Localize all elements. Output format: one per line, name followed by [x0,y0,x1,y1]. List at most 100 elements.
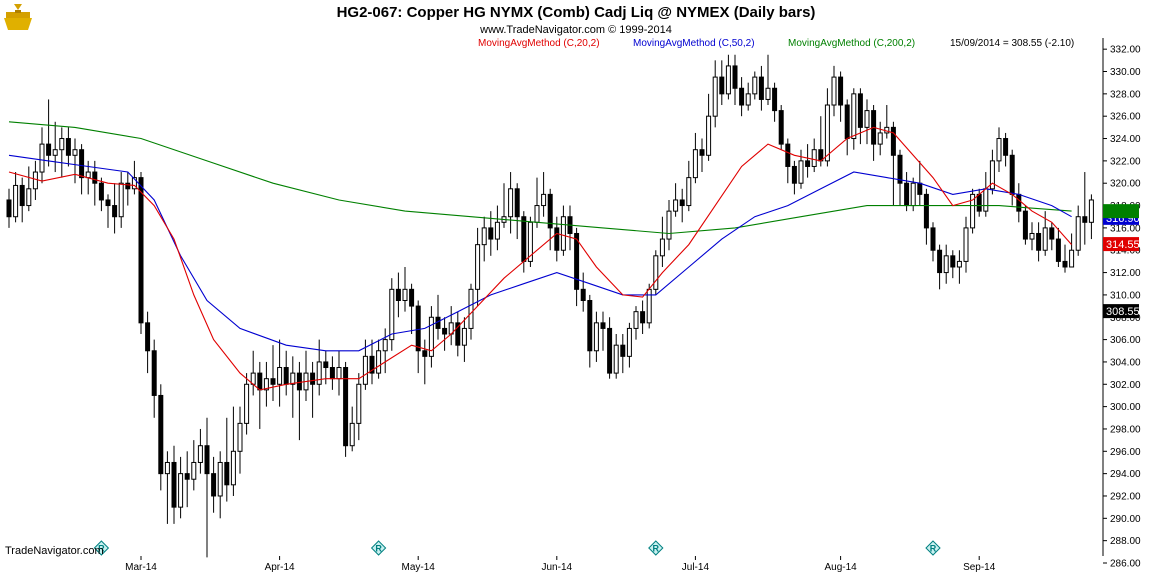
watermark-text: TradeNavigator.com [5,545,104,557]
price-tag: 308.55 [1103,304,1140,319]
candle [369,339,375,385]
y-tick-label: 290.00 [1110,514,1141,525]
x-tick-label: Apr-14 [265,562,295,573]
y-tick-label: 312.00 [1110,268,1141,279]
candle [541,172,547,217]
candle [851,88,857,150]
candle [719,60,725,106]
candle [514,183,520,240]
candle [131,160,137,195]
svg-text:R: R [930,544,937,554]
candle [864,99,870,145]
candle [560,205,566,256]
candle [296,361,302,441]
tradenavigator-logo-icon [4,4,32,30]
candle [316,339,322,396]
candle [1062,244,1068,273]
candle [349,406,355,452]
candle [699,138,705,173]
candle [712,60,718,128]
candle [356,373,362,441]
sma20-line [8,126,1073,391]
candle [890,121,896,206]
candle [521,211,527,273]
candlestick-series [6,54,1094,558]
x-axis: Mar-14 Apr-14 May-14 Jun-14 Jul-14 Aug-14 Sep-… [125,556,996,573]
legend-sma50: MovingAvgMethod (C,50,2) [633,38,755,49]
y-tick-label: 296.00 [1110,447,1141,458]
candle [290,356,296,418]
candle [640,300,646,335]
candle [329,356,335,390]
x-tick-label: Jul-14 [682,562,710,573]
moving-average-lines [8,121,1073,391]
candle [138,172,144,335]
candle [600,311,606,351]
candle [1003,132,1009,167]
candle [930,222,936,262]
candle [151,339,157,418]
price-tag [1103,204,1139,219]
candle [752,71,758,100]
candle [204,417,210,558]
candle [527,216,533,267]
candle [178,456,184,519]
candle [587,294,593,368]
candle [343,361,349,457]
candle [98,177,104,212]
candle [270,345,276,402]
candle [230,406,236,496]
candle [39,127,45,184]
candle [633,306,639,340]
y-tick-label: 306.00 [1110,335,1141,346]
candle [732,54,738,106]
svg-text:R: R [653,544,660,554]
candle [376,339,382,379]
candle [494,205,500,251]
candle [686,160,692,212]
candle [818,116,824,167]
candle [244,373,250,435]
candle [725,54,731,100]
candle [1075,205,1081,256]
candle [13,172,19,223]
candle [336,350,342,396]
candle [1036,222,1042,262]
chart-header: HG2-067: Copper HG NYMX (Comb) Cadj Liq … [337,4,1075,49]
candle [46,99,52,167]
candle [283,350,289,396]
event-marker-icon: R [648,540,664,556]
candle [32,160,38,200]
candle [112,183,118,234]
candle [263,361,269,407]
candle [943,244,949,284]
candle [692,132,698,184]
candle [277,339,283,407]
y-tick-label: 286.00 [1110,559,1141,570]
candle [653,250,659,295]
candle [970,188,976,234]
candle [626,322,632,368]
candle [422,339,428,385]
candle [666,199,672,251]
candle [501,183,507,228]
candle [765,54,771,106]
y-tick-label: 314.00 [1110,246,1141,257]
x-tick-label: Jun-14 [542,562,573,573]
y-tick-label: 330.00 [1110,67,1141,78]
candle [455,311,461,357]
candle [145,311,151,374]
candle [26,166,32,212]
candle [79,144,85,195]
candle [785,138,791,184]
candle [428,306,434,368]
candle [257,361,263,429]
candle [679,188,685,223]
candle [857,88,863,145]
candle [659,216,665,267]
candle [956,250,962,284]
candle [415,300,421,374]
candle [1009,149,1015,206]
